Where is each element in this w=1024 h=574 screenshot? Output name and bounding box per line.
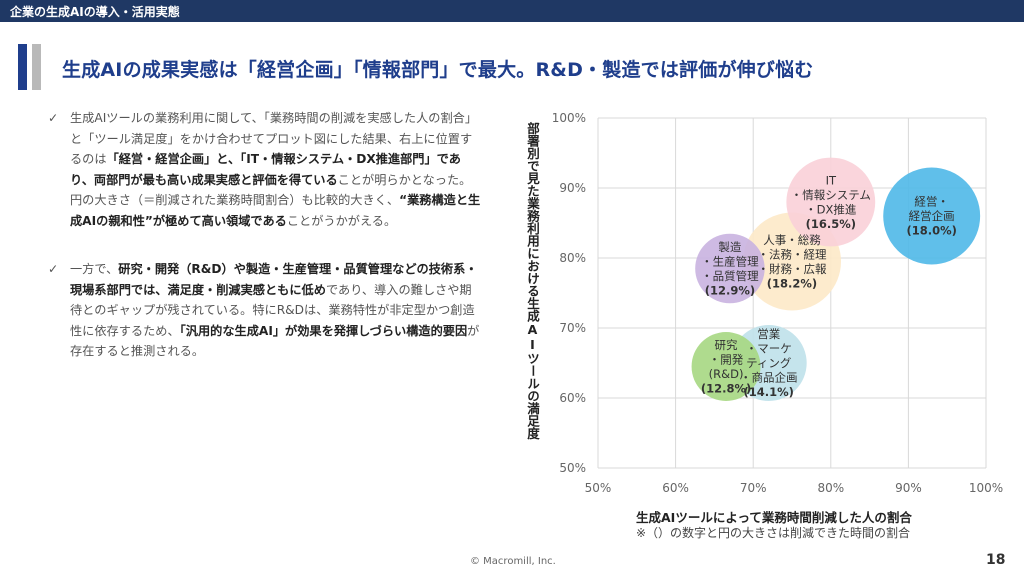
bubble-label: ・生産管理	[701, 254, 759, 268]
bubble-label: ・情報システム	[791, 188, 871, 202]
y-tick-label: 100%	[552, 111, 586, 125]
bullet-text-part: 生成AIツールの業務利用に関して、「業務時間の削減を実感した人の割合」と「ツール…	[70, 111, 478, 166]
copyright: © Macromill, Inc.	[470, 556, 556, 567]
bubble-label: ・商品企画	[740, 371, 798, 385]
bubble-value-label: (18.2%)	[767, 276, 817, 290]
bullet-text-part: であり、導入の難しさや期待とのギャップが残されている。特にR&Dは、業務特性が非…	[70, 282, 475, 338]
bullet-text-bold: “業務構造と生成AIの親和性”が極めて高い領域である	[70, 193, 481, 228]
bullet-text-bold: 「経営・経営企画」と、「IT・情報システム・DX推進部門」であり、両部門が最も高…	[70, 152, 461, 187]
bubble-value-label: (16.5%)	[806, 217, 856, 231]
bubble-value-label: (18.0%)	[906, 224, 956, 238]
x-tick-label: 60%	[662, 481, 689, 495]
bullet-text-bold: 研究・開発（R&D）や製造・生産管理・品質管理などの技術系・現場系部門では、満足…	[70, 262, 478, 297]
bubble-chart-svg: 50% 50% 60% 60% 70% 70% 80% 80% 90% 90% 100% 100% 人事…	[552, 111, 1003, 495]
title-accent-bar-gray	[32, 44, 41, 90]
title-accent-bar	[18, 44, 27, 90]
bubble	[691, 332, 761, 401]
bubble-label: 製造	[718, 240, 741, 254]
bubble-label: ・開発	[709, 352, 744, 366]
bubble	[695, 233, 765, 304]
bullet-text-bold: 「汎用的な生成AI」が効果を発揮しづらい構造的要因	[179, 323, 468, 338]
bubble	[786, 157, 876, 247]
check-icon: ✓	[48, 111, 59, 125]
bubble-label: 人事・総務	[763, 233, 821, 247]
chart-footnote: ※（）の数字と円の大きさは削減できた時間の割合	[636, 526, 911, 540]
bubble-value-label: (12.8%)	[701, 381, 751, 395]
y-tick-label: 50%	[559, 461, 586, 475]
bullet-text-part: が存在すると推測される。	[70, 323, 480, 359]
bullet-text: 生成AIツールの業務利用に関して、「業務時間の削減を実感した人の割合」と「ツール…	[70, 108, 483, 231]
y-tick-label: 80%	[559, 251, 586, 265]
bubble-value-label: (12.9%)	[705, 283, 755, 297]
x-tick-label: 90%	[895, 481, 922, 495]
bubble-label: ・財務・広報	[758, 262, 827, 276]
bubble-value-label: (14.1%)	[744, 385, 794, 399]
x-tick-label: 70%	[740, 481, 767, 495]
slide-headline: 生成AIの成果実感は「経営企画」「情報部門」で最大。R&D・製造では評価が伸び悩…	[62, 59, 814, 81]
bubble	[883, 167, 981, 265]
bubble-label: ・DX推進	[805, 202, 857, 216]
bubble-label: 営業	[757, 327, 780, 341]
bullet-point-1: ✓ 生成AIツールの業務利用に関して、「業務時間の削減を実感した人の割合」と「ツ…	[48, 108, 483, 231]
x-tick-label: 80%	[817, 481, 844, 495]
chart-y-axis-label: 部署別で見た業務利用における生成AIツールの満足度	[525, 122, 540, 440]
bullet-text-part: 一方で、	[70, 262, 119, 276]
bubble-label: ・法務・経理	[758, 247, 827, 261]
bubble-label: (R&D)	[709, 367, 744, 381]
bubble-label: IT	[826, 173, 837, 187]
top-bar: 企業の生成AIの導入・活用実態	[0, 0, 1024, 22]
y-tick-label: 60%	[559, 391, 586, 405]
y-tick-label: 90%	[559, 181, 586, 195]
bubble-label: 研究	[715, 338, 738, 352]
chart-x-axis-label: 生成AIツールによって業務時間削減した人の割合	[636, 510, 912, 525]
bubble-chart: 50% 50% 60% 60% 70% 70% 80% 80% 90% 90% 100% 100% 人事…	[520, 105, 1020, 545]
bubble-label: 経営・	[914, 195, 949, 209]
bullet-text-part: ことが明らかとなった。円の大きさ（＝削減された業務時間割合）も比較的大きく、	[70, 172, 472, 208]
bubble-label: ・品質管理	[701, 269, 759, 283]
x-tick-label: 100%	[969, 481, 1003, 495]
bubble-label: ・マーケ	[746, 342, 792, 356]
bubble-label: 経営企画	[909, 209, 955, 223]
bubble-label: ティング	[746, 356, 792, 370]
section-title: 企業の生成AIの導入・活用実態	[10, 5, 180, 19]
y-tick-label: 70%	[559, 321, 586, 335]
bullet-text: 一方で、研究・開発（R&D）や製造・生産管理・品質管理などの技術系・現場系部門で…	[70, 259, 483, 362]
bullet-text-part: ことがうかがえる。	[286, 213, 397, 228]
bullet-point-2: ✓ 一方で、研究・開発（R&D）や製造・生産管理・品質管理などの技術系・現場系部…	[48, 259, 483, 362]
check-icon: ✓	[48, 262, 59, 276]
page-number: 18	[986, 552, 1006, 568]
x-tick-label: 50%	[585, 481, 612, 495]
